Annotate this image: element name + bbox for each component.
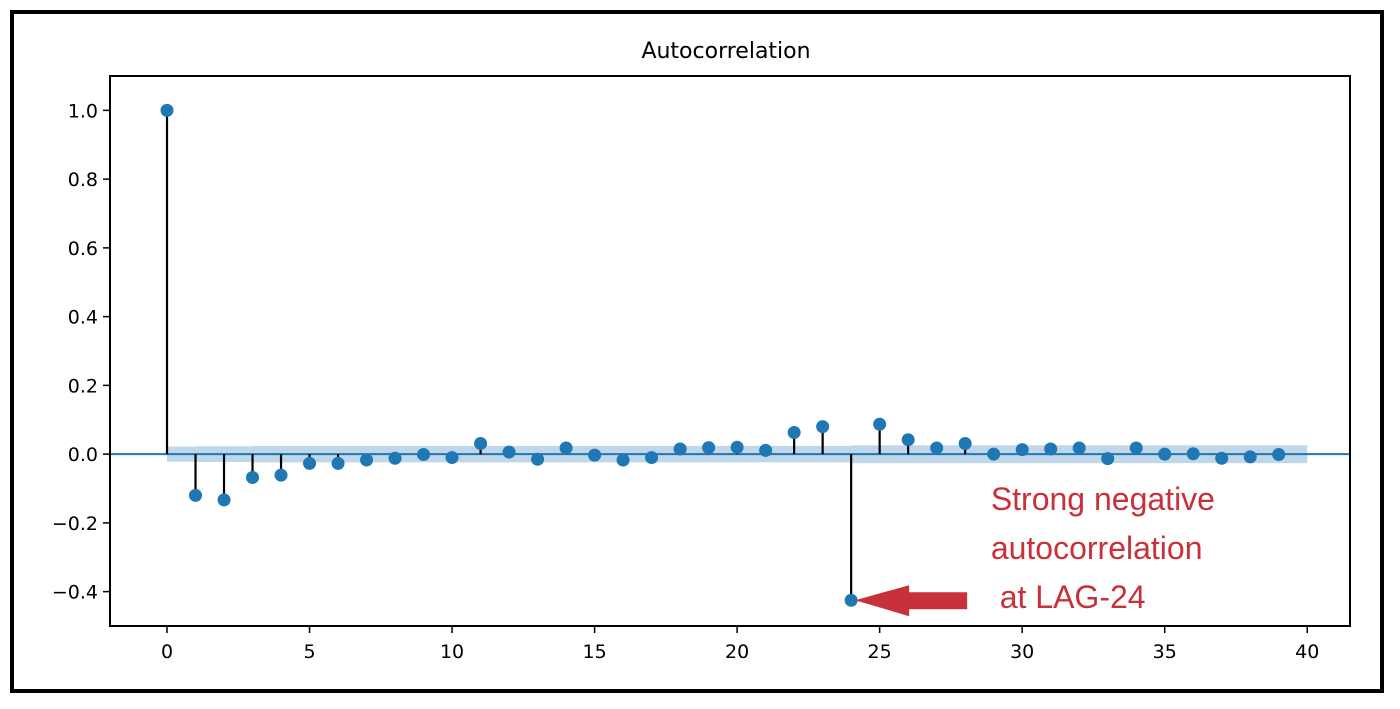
marker-lag-4 [274, 468, 288, 482]
marker-lag-24 [844, 593, 858, 607]
marker-lag-37 [1215, 451, 1229, 465]
marker-lag-6 [331, 456, 345, 470]
marker-lag-26 [901, 433, 915, 447]
y-tick-label-0.6: 0.6 [68, 238, 98, 260]
plot-area [109, 75, 1351, 627]
marker-lag-18 [673, 442, 687, 456]
y-tick-label-0.8: 0.8 [68, 169, 98, 191]
marker-lag-23 [816, 420, 830, 434]
marker-lag-12 [502, 445, 516, 459]
y-tick-label--0.4: −0.4 [52, 582, 98, 604]
y-tick-label-1: 1.0 [68, 100, 98, 122]
annotation-arrow [855, 585, 968, 617]
annotation: Strong negative autocorrelation at LAG-24 [855, 481, 1215, 617]
markers [160, 103, 1286, 607]
x-tick-label-5: 5 [303, 641, 315, 663]
marker-lag-31 [1044, 442, 1058, 456]
marker-lag-33 [1101, 452, 1115, 466]
x-axis: 0 5 10 15 20 25 30 35 40 [161, 626, 1319, 663]
marker-lag-3 [246, 471, 260, 484]
marker-lag-5 [303, 456, 317, 470]
x-tick-label-20: 20 [725, 641, 749, 663]
stems [165, 110, 1280, 601]
marker-lag-11 [474, 436, 488, 450]
marker-lag-7 [360, 453, 374, 467]
chart-title: Autocorrelation [641, 39, 810, 64]
annotation-text: Strong negative autocorrelation at LAG-24 [991, 481, 1215, 615]
marker-lag-19 [702, 441, 716, 455]
y-tick-label-0.4: 0.4 [68, 307, 98, 329]
marker-lag-39 [1272, 447, 1286, 461]
figure-frame: Autocorrelation 0 5 10 15 20 25 30 35 40 −0.4 −0.… [10, 10, 1384, 693]
marker-lag-2 [217, 493, 231, 507]
marker-lag-38 [1243, 450, 1257, 464]
marker-lag-17 [645, 451, 659, 465]
marker-lag-27 [930, 441, 944, 455]
x-tick-label-15: 15 [583, 641, 607, 663]
marker-lag-14 [559, 441, 573, 455]
marker-lag-1 [189, 488, 203, 502]
x-tick-label-10: 10 [440, 641, 464, 663]
y-tick-label-0.2: 0.2 [68, 375, 98, 397]
marker-lag-21 [759, 443, 773, 457]
annotation-line-1: Strong negative [991, 481, 1215, 517]
y-tick-label--0.2: −0.2 [52, 513, 98, 535]
x-tick-label-25: 25 [868, 641, 892, 663]
x-tick-label-40: 40 [1295, 641, 1319, 663]
marker-lag-13 [531, 452, 545, 466]
marker-lag-0 [160, 103, 174, 117]
marker-lag-32 [1072, 441, 1086, 455]
x-tick-label-30: 30 [1010, 641, 1034, 663]
marker-lag-15 [588, 448, 602, 462]
annotation-line-3: at LAG-24 [991, 579, 1146, 615]
marker-lag-22 [787, 425, 801, 439]
marker-lag-28 [958, 436, 972, 450]
marker-lag-20 [730, 440, 744, 454]
marker-lag-16 [616, 453, 630, 467]
annotation-line-2: autocorrelation [991, 530, 1203, 566]
marker-lag-29 [987, 447, 1001, 461]
y-axis: −0.4 −0.2 0.0 0.2 0.4 0.6 0.8 1.0 [52, 100, 110, 604]
marker-lag-25 [873, 417, 887, 431]
marker-lag-36 [1186, 447, 1200, 461]
y-tick-label-0: 0.0 [68, 444, 98, 466]
marker-lag-10 [445, 451, 459, 465]
x-tick-label-35: 35 [1153, 641, 1177, 663]
marker-lag-34 [1129, 441, 1143, 455]
marker-lag-30 [1015, 443, 1029, 457]
axes-box [109, 75, 1351, 627]
marker-lag-35 [1158, 447, 1172, 461]
marker-lag-9 [417, 447, 431, 461]
marker-lag-8 [388, 451, 402, 465]
x-tick-label-0: 0 [161, 641, 173, 663]
acf-chart: Autocorrelation 0 5 10 15 20 25 30 35 40 −0.4−0.… [52, 39, 1351, 663]
